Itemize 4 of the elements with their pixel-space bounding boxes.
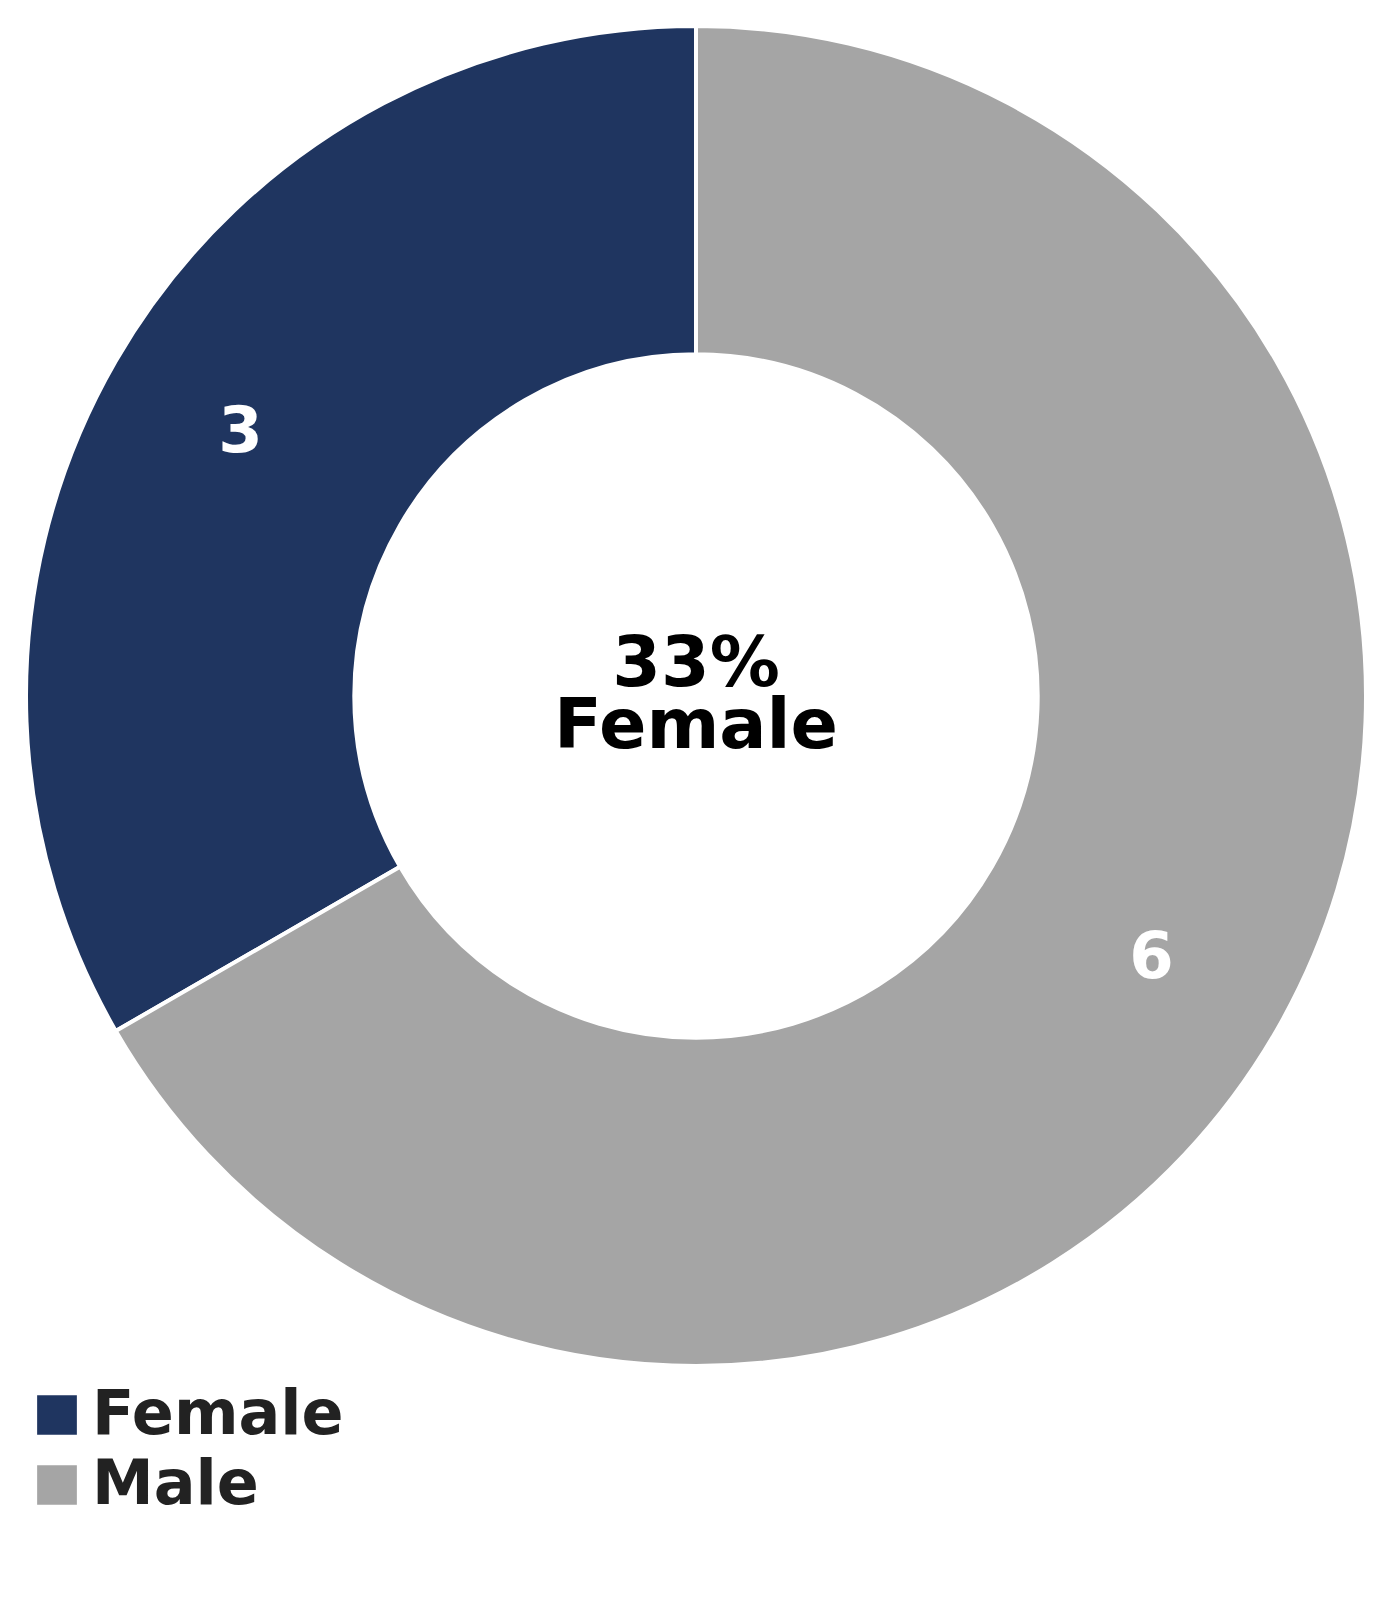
legend-label: Male — [92, 1446, 259, 1519]
legend-label: Female — [92, 1376, 344, 1449]
data-label: 3 — [218, 393, 263, 468]
data-label: 6 — [1129, 918, 1174, 993]
